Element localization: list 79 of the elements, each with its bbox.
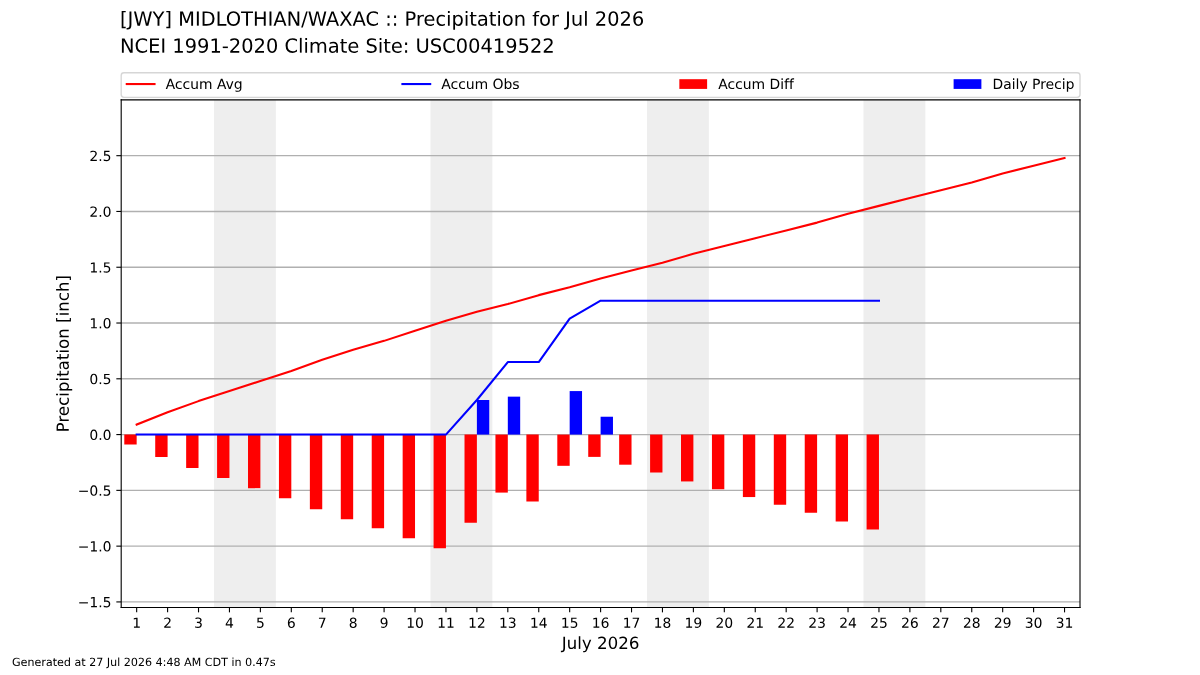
x-tick-label: 18 [655, 617, 671, 628]
bar [464, 434, 477, 523]
x-tick-label: 28 [963, 617, 980, 628]
bar [248, 434, 261, 489]
x-tick-label: 24 [840, 617, 857, 628]
y-tick-label: 2.5 [90, 150, 111, 162]
x-tick-label: 30 [1025, 617, 1042, 628]
x-tick-label: 16 [593, 617, 609, 628]
y-tick-label: −1.5 [79, 597, 111, 608]
bar [309, 434, 323, 510]
x-tick-label: 31 [1056, 617, 1073, 628]
bar [433, 434, 446, 549]
y-tick-label: 0.5 [90, 373, 111, 385]
x-tick-label: 21 [747, 617, 763, 628]
chart-subtitle: NCEI 1991-2020 Climate Site: USC00419522 [121, 37, 553, 53]
y-tick-label: 2.0 [90, 206, 111, 217]
bar [186, 434, 199, 469]
bar [681, 434, 694, 482]
bar [124, 434, 137, 445]
y-tick-label: 0.0 [90, 429, 111, 441]
bar [507, 396, 521, 435]
x-tick-label: 14 [531, 617, 547, 628]
bar [711, 434, 725, 490]
x-tick-label: 20 [716, 617, 733, 628]
y-axis-title: Precipitation [inch] [56, 276, 73, 431]
bar [402, 434, 416, 539]
line-series [135, 299, 880, 436]
x-tick-label: 22 [778, 617, 794, 628]
bar [526, 434, 539, 502]
y-tick-label: −0.5 [79, 485, 111, 496]
x-tick-label: 7 [318, 617, 326, 628]
x-tick-label: 23 [809, 617, 825, 628]
bar [340, 434, 354, 520]
legend-label: Daily Precip [993, 78, 1074, 92]
x-tick-label: 27 [933, 617, 949, 628]
x-tick-label: 11 [438, 617, 454, 628]
line-series [135, 156, 1066, 426]
bar [371, 434, 385, 529]
x-tick-label: 9 [380, 617, 388, 628]
bar [155, 434, 168, 457]
x-tick-label: 1 [133, 617, 140, 628]
y-tick-label: 1.0 [90, 317, 111, 329]
x-tick-label: 13 [500, 617, 516, 628]
x-tick-label: 15 [562, 617, 578, 628]
x-tick-label: 26 [902, 617, 918, 628]
x-axis-title: July 2026 [560, 636, 639, 653]
bar [619, 434, 632, 465]
bar [495, 434, 508, 493]
x-tick-label: 29 [994, 617, 1011, 628]
bar [773, 434, 787, 505]
x-tick-label: 12 [469, 617, 485, 628]
bar [600, 416, 613, 435]
bar [835, 434, 849, 522]
bar [866, 434, 879, 530]
y-tick-label: 1.5 [90, 262, 111, 273]
legend-label: Accum Avg [165, 78, 242, 92]
legend-label: Accum Diff [718, 78, 795, 90]
x-tick-label: 10 [407, 617, 423, 628]
bar [742, 434, 756, 498]
bar [278, 434, 292, 499]
bar [569, 391, 583, 435]
bar [650, 434, 663, 473]
x-tick-label: 2 [164, 617, 171, 628]
bar [588, 434, 601, 457]
x-tick-label: 3 [195, 617, 202, 628]
y-tick-label: −1.0 [79, 541, 111, 552]
x-tick-label: 5 [257, 617, 264, 628]
x-tick-label: 17 [624, 617, 640, 628]
x-tick-label: 4 [225, 617, 234, 628]
chart-title: [JWY] MIDLOTHIAN/WAXAC :: Precipitation for Jul 2026 [121, 10, 644, 30]
x-tick-label: 8 [349, 617, 357, 628]
x-tick-label: 6 [287, 617, 295, 628]
x-tick-label: 25 [871, 617, 887, 628]
bar [557, 434, 570, 466]
text: Generated at 27 Jul 2026 4:48 AM CDT in 0.47s [12, 657, 276, 669]
bar [217, 434, 230, 479]
legend-label: Accum Obs [441, 78, 519, 90]
x-tick-label: 19 [686, 617, 702, 628]
bar [804, 434, 818, 513]
